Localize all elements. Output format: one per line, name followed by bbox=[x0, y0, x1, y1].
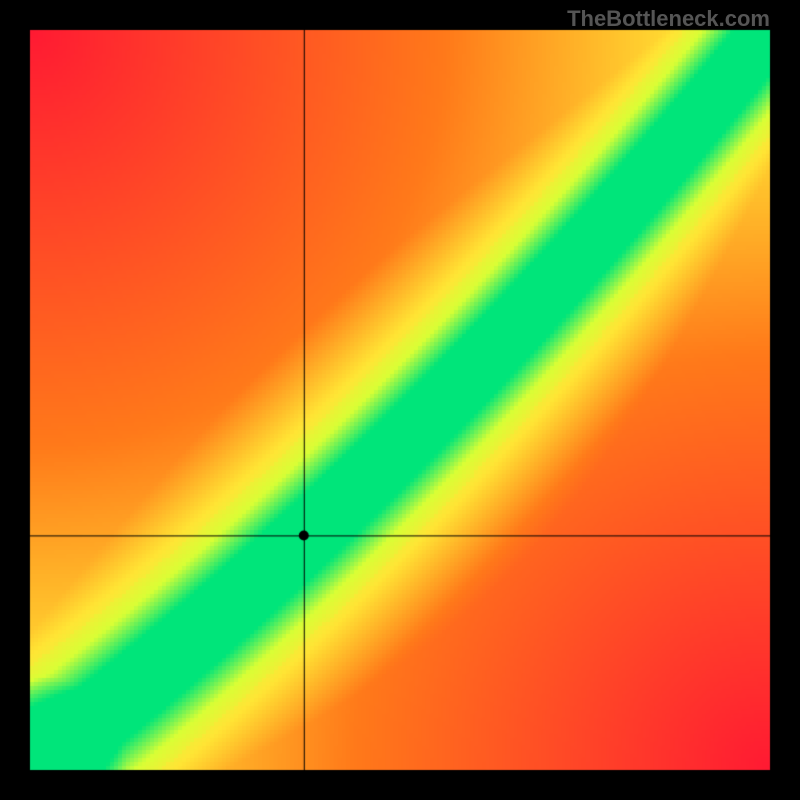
figure-container: TheBottleneck.com bbox=[0, 0, 800, 800]
bottleneck-heatmap bbox=[0, 0, 800, 800]
watermark-text: TheBottleneck.com bbox=[567, 6, 770, 32]
